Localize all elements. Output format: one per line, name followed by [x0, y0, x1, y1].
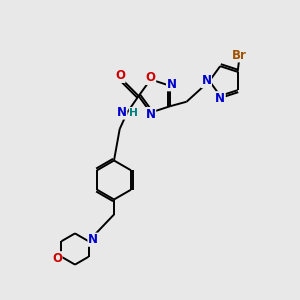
Text: N: N — [215, 92, 225, 105]
Text: N: N — [88, 233, 98, 246]
Text: O: O — [146, 71, 156, 85]
Text: N: N — [146, 107, 156, 121]
Text: H: H — [129, 107, 138, 118]
Text: O: O — [115, 69, 125, 82]
Text: N: N — [117, 106, 127, 119]
Text: Br: Br — [232, 49, 247, 62]
Text: N: N — [201, 74, 212, 88]
Text: O: O — [52, 252, 62, 265]
Text: N: N — [167, 78, 177, 91]
